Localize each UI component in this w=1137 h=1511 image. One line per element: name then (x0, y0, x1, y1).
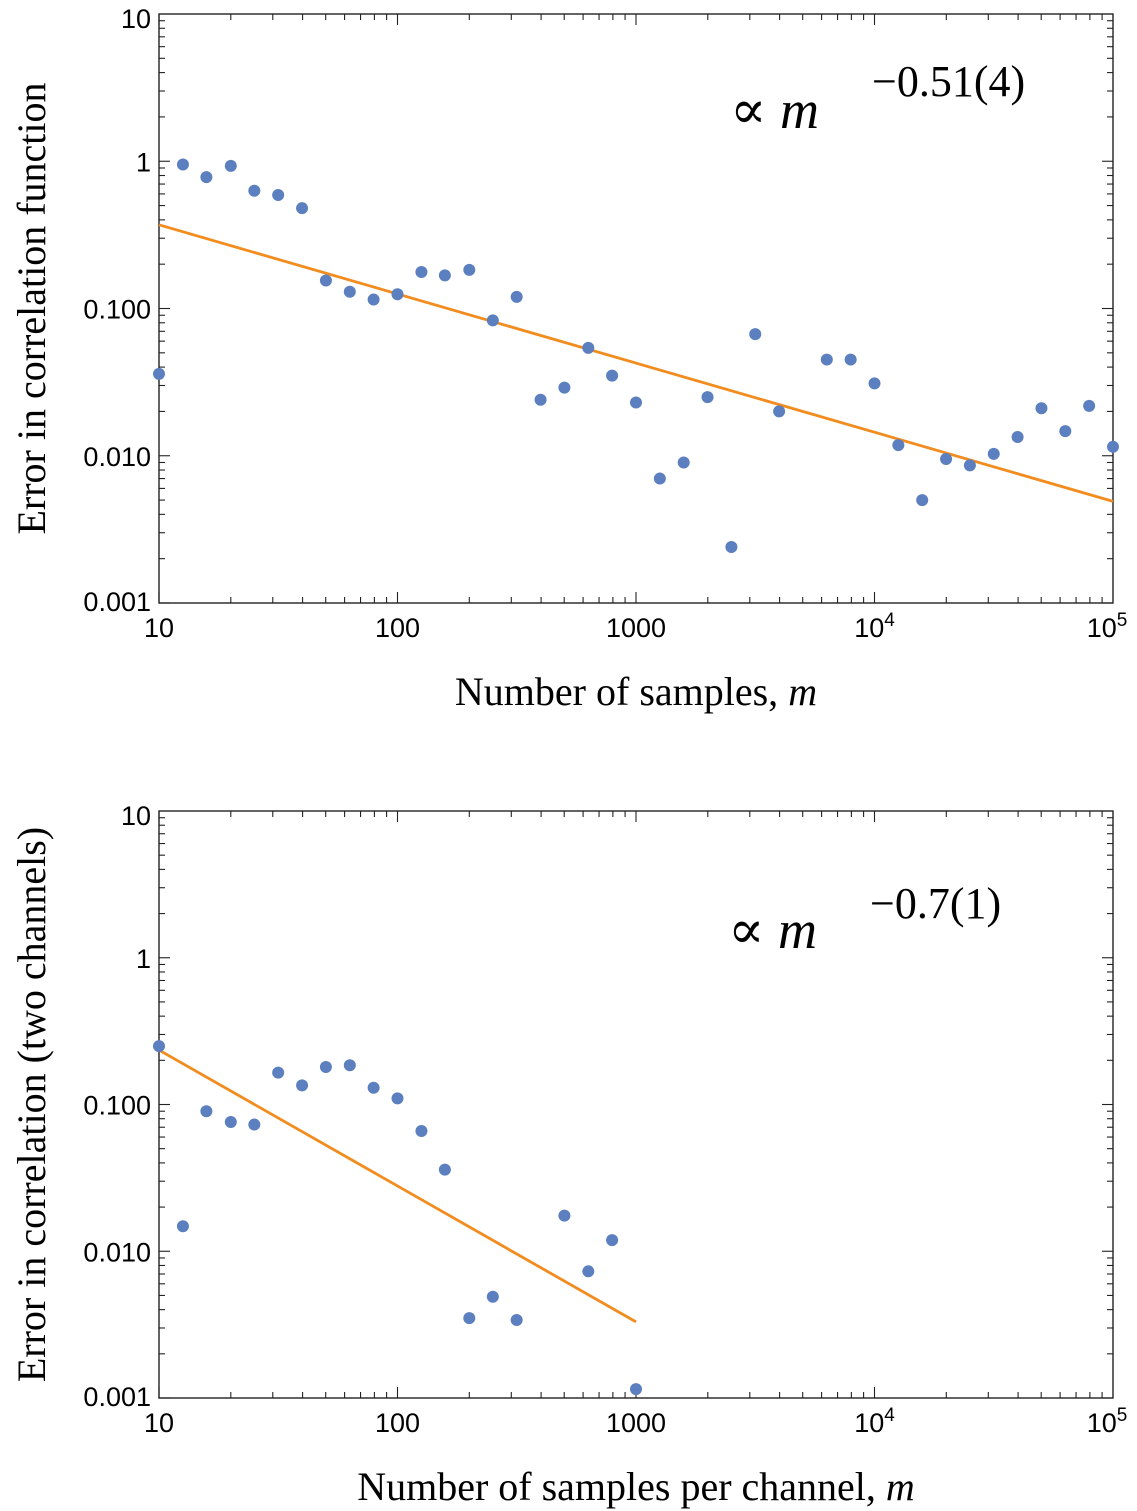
data-point (248, 184, 261, 197)
data-point (582, 1265, 595, 1278)
data-point (1035, 402, 1048, 415)
chart-panel-2: 10 100 1000 104 105 0.001 0.010 0.100 1 10 Number … (9, 801, 1127, 1509)
data-point (415, 265, 428, 278)
data-point (343, 1059, 356, 1072)
data-point (224, 159, 237, 172)
data-point (153, 367, 165, 380)
x-tick-label: 105 (1087, 610, 1128, 643)
data-point (438, 1163, 451, 1176)
data-point (940, 453, 953, 466)
data-points (153, 158, 1119, 554)
data-point (606, 369, 619, 382)
data-point (200, 171, 213, 184)
x-tick-label: 100 (375, 1408, 420, 1438)
data-point (391, 288, 404, 301)
x-tick-label: 105 (1087, 1405, 1128, 1438)
x-tick-label: 104 (854, 1405, 895, 1438)
data-point (224, 1115, 237, 1128)
data-point (677, 456, 690, 469)
y-tick-label: 1 (136, 147, 151, 177)
data-point (272, 1066, 285, 1079)
data-point (582, 341, 595, 354)
data-point (749, 328, 762, 341)
data-point (725, 541, 738, 554)
data-point (176, 158, 189, 171)
y-tick-label: 0.010 (83, 442, 151, 472)
data-point (558, 381, 571, 394)
data-point (606, 1234, 619, 1247)
data-point (987, 447, 1000, 460)
y-tick-label: 10 (121, 801, 151, 831)
x-tick-label: 1000 (606, 613, 666, 643)
data-point (391, 1092, 404, 1105)
data-point (415, 1124, 428, 1137)
tick-marks (158, 14, 1113, 604)
tick-marks (158, 811, 1113, 1399)
data-point (1059, 425, 1072, 438)
y-axis-title: Error in correlation function (9, 82, 54, 534)
x-tick-label: 10 (144, 613, 174, 643)
data-point (296, 202, 309, 215)
data-point (486, 1290, 499, 1303)
y-axis-title: Error in correlation (two channels) (9, 827, 54, 1382)
y-tick-label: 0.100 (83, 1091, 151, 1121)
data-point (630, 396, 642, 409)
data-point (319, 1061, 332, 1074)
data-point (343, 285, 356, 298)
data-point (653, 472, 666, 485)
data-point (438, 269, 451, 282)
x-axis-title: Number of samples per channel, m (357, 1464, 915, 1509)
data-point (1083, 399, 1096, 412)
data-point (486, 314, 499, 327)
data-point (892, 439, 905, 452)
fit-annotation: ∝ m (730, 80, 819, 140)
x-tick-label: 1000 (606, 1408, 666, 1438)
x-tick-label: 10 (144, 1408, 174, 1438)
y-tick-label: 0.100 (83, 295, 151, 325)
fit-annotation: ∝ m (728, 900, 817, 960)
y-tick-label: 0.001 (83, 1382, 151, 1412)
data-point (1011, 431, 1024, 444)
x-tick-label: 100 (375, 613, 420, 643)
data-point (319, 274, 332, 287)
chart-panel-1: 10 100 1000 104 105 0.001 0.010 0.100 1 10 Number … (9, 4, 1127, 714)
data-point (1107, 440, 1119, 453)
x-axis-title: Number of samples, m (455, 669, 817, 714)
fit-line (158, 1048, 637, 1324)
y-tick-label: 10 (121, 4, 151, 34)
data-point (558, 1209, 571, 1222)
data-point (701, 391, 714, 404)
data-points (153, 1040, 642, 1396)
fit-exponent: −0.51(4) (872, 57, 1025, 106)
data-point (176, 1220, 189, 1233)
x-tick-label: 104 (854, 610, 895, 643)
data-point (510, 290, 523, 303)
data-point (510, 1314, 523, 1327)
data-point (296, 1079, 309, 1092)
data-point (868, 377, 881, 390)
data-point (463, 263, 476, 276)
data-point (367, 1081, 380, 1094)
y-tick-label: 1 (136, 944, 151, 974)
data-point (773, 405, 786, 418)
data-point (153, 1040, 165, 1053)
data-point (963, 459, 976, 472)
data-point (367, 293, 380, 306)
y-tick-label: 0.010 (83, 1237, 151, 1267)
data-point (272, 188, 285, 201)
data-point (248, 1118, 261, 1131)
data-point (820, 353, 833, 366)
data-point (916, 494, 929, 507)
data-point (463, 1312, 476, 1325)
data-point (630, 1383, 642, 1396)
data-point (844, 353, 857, 366)
fit-line (158, 223, 1114, 503)
data-point (200, 1105, 213, 1118)
y-tick-label: 0.001 (83, 587, 151, 617)
data-point (534, 393, 547, 406)
fit-exponent: −0.7(1) (870, 879, 1001, 928)
